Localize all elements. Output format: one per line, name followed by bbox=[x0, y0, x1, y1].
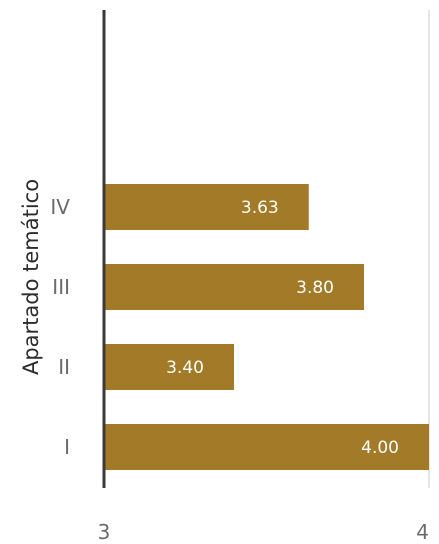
bars-group bbox=[105, 184, 429, 470]
bar-III bbox=[105, 264, 364, 310]
y-axis-title: Apartado temático bbox=[19, 179, 43, 375]
category-label-IV: IV bbox=[50, 195, 70, 219]
category-label-I: I bbox=[64, 435, 70, 459]
x-tick-label-4: 4 bbox=[416, 520, 429, 544]
bar-I bbox=[105, 424, 429, 470]
bar-value-label-II: 3.40 bbox=[166, 358, 204, 378]
category-label-III: III bbox=[52, 275, 70, 299]
x-tick-label-3: 3 bbox=[98, 520, 111, 544]
bar-value-label-I: 4.00 bbox=[361, 438, 399, 458]
bar-labels-group: 4.00 3.40 3.80 3.63 bbox=[166, 198, 399, 458]
bar-value-label-IV: 3.63 bbox=[241, 198, 279, 218]
bar-value-label-III: 3.80 bbox=[296, 278, 334, 298]
bar-II bbox=[105, 344, 234, 390]
category-label-II: II bbox=[58, 355, 70, 379]
bar-IV bbox=[105, 184, 309, 230]
